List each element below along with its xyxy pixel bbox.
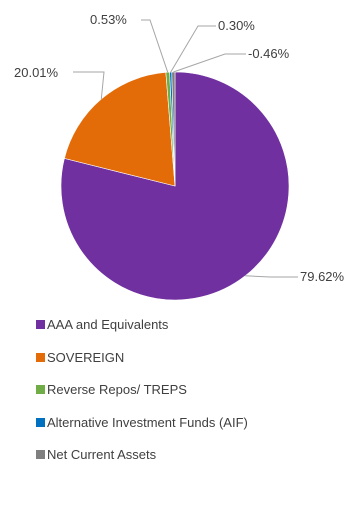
legend-item-aaa: AAA and Equivalents <box>36 316 248 333</box>
leader-line-aif <box>170 25 216 73</box>
legend: AAA and Equivalents SOVEREIGN Reverse Re… <box>36 316 248 479</box>
legend-swatch-reverse-repos <box>36 385 45 395</box>
leader-line-net-current-assets <box>173 53 246 73</box>
data-label-aif: 0.30% <box>218 18 255 33</box>
leader-lines <box>73 19 298 278</box>
legend-label-reverse-repos: Reverse Repos/ TREPS <box>47 382 187 398</box>
legend-swatch-aif <box>36 417 45 427</box>
legend-swatch-net-current-assets <box>36 450 45 460</box>
legend-label-sovereign: SOVEREIGN <box>47 349 125 365</box>
legend-item-sovereign: SOVEREIGN <box>36 349 248 366</box>
leader-line-sovereign <box>73 71 105 100</box>
pie-chart: 79.62% 20.01% 0.53% 0.30% -0.46% <box>14 12 345 301</box>
pie-slice-sovereign <box>64 72 176 187</box>
data-label-sovereign: 20.01% <box>14 65 59 80</box>
legend-label-aaa: AAA and Equivalents <box>47 317 169 332</box>
legend-label-aif: Alternative Investment Funds (AIF) <box>47 414 248 430</box>
leader-line-aaa <box>245 275 298 278</box>
legend-label-net-current-assets: Net Current Assets <box>47 447 157 463</box>
data-labels: 79.62% 20.01% 0.53% 0.30% -0.46% <box>14 12 345 284</box>
pie-slices <box>60 71 290 301</box>
pie-slice-aaa <box>60 71 290 301</box>
data-label-aaa: 79.62% <box>300 269 345 284</box>
data-label-net-current-assets: -0.46% <box>248 46 290 61</box>
data-label-reverse-repos: 0.53% <box>90 12 127 27</box>
pie-slice-net-current-assets <box>171 71 176 187</box>
legend-swatch-aaa <box>36 320 45 329</box>
legend-swatch-sovereign <box>36 352 45 362</box>
legend-item-aif: Alternative Investment Funds (AIF) <box>36 414 248 431</box>
legend-item-net-current-assets: Net Current Assets <box>36 446 248 463</box>
leader-line-reverse-repos <box>141 19 169 73</box>
legend-item-reverse-repos: Reverse Repos/ TREPS <box>36 381 248 398</box>
